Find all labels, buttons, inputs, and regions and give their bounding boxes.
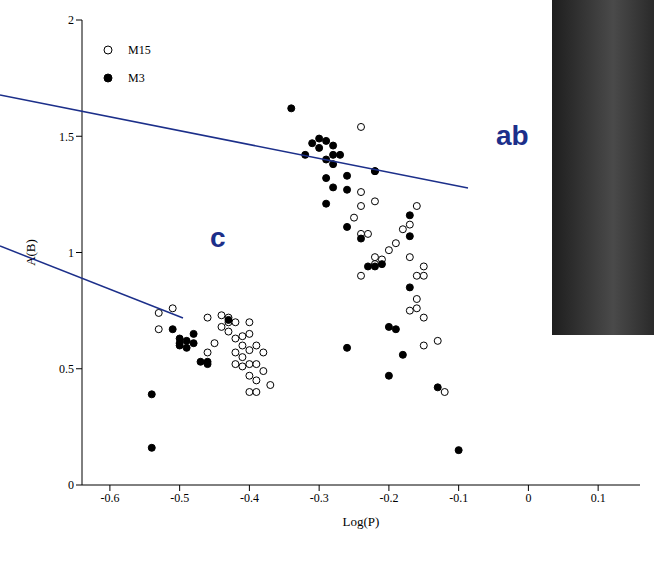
svg-text:-0.1: -0.1	[449, 491, 468, 505]
svg-text:0: 0	[525, 491, 531, 505]
svg-text:-0.6: -0.6	[100, 491, 119, 505]
html-text:c: c	[210, 222, 226, 253]
svg-text:-0.3: -0.3	[310, 491, 329, 505]
html-text:ab: ab	[496, 120, 529, 151]
svg-text:0.5: 0.5	[59, 362, 74, 376]
svg-text:-0.5: -0.5	[170, 491, 189, 505]
svg-text:Log(P): Log(P)	[343, 514, 380, 529]
svg-text:0.1: 0.1	[591, 491, 606, 505]
svg-text:-0.4: -0.4	[240, 491, 259, 505]
svg-text:1.5: 1.5	[59, 130, 74, 144]
svg-text:2: 2	[68, 13, 74, 27]
html-text:M3: M3	[128, 70, 145, 85]
html-text:M15: M15	[128, 42, 151, 57]
svg-text:0: 0	[68, 478, 74, 492]
svg-text:1: 1	[68, 246, 74, 260]
svg-text:A(B): A(B)	[23, 239, 38, 266]
svg-text:-0.2: -0.2	[379, 491, 398, 505]
